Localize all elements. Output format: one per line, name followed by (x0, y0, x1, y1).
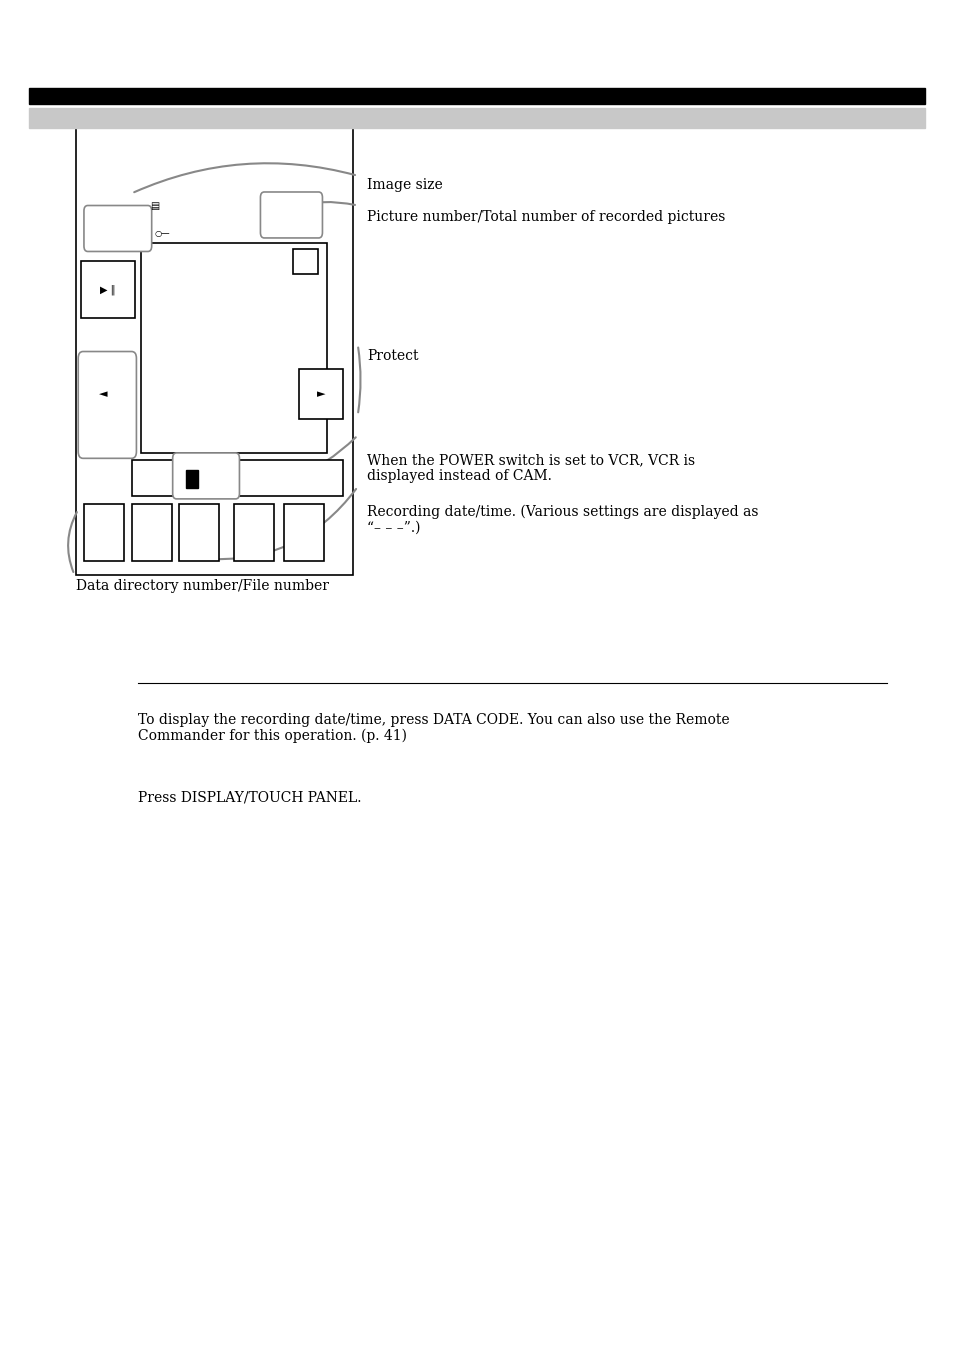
Text: ►: ► (316, 389, 325, 399)
Text: ◄: ◄ (99, 389, 108, 399)
Text: Protect: Protect (367, 349, 418, 362)
Text: When the POWER switch is set to VCR, VCR is
displayed instead of CAM.: When the POWER switch is set to VCR, VCR… (367, 453, 695, 483)
Bar (132, 504, 172, 561)
Text: ○—: ○— (154, 230, 170, 238)
FancyBboxPatch shape (78, 352, 136, 458)
Text: Picture number/Total number of recorded pictures: Picture number/Total number of recorded … (367, 210, 725, 223)
Bar (81, 369, 126, 419)
Bar (293, 249, 317, 274)
Bar (298, 369, 343, 419)
Text: Press DISPLAY/TOUCH PANEL.: Press DISPLAY/TOUCH PANEL. (138, 791, 361, 804)
Bar (84, 504, 124, 561)
Bar (233, 504, 274, 561)
Bar (132, 460, 343, 496)
Text: Image size: Image size (367, 178, 442, 192)
Text: Data directory number/File number: Data directory number/File number (76, 579, 329, 592)
Text: To display the recording date/time, press DATA CODE. You can also use the Remote: To display the recording date/time, pres… (138, 713, 729, 744)
Text: Recording date/time. (Various settings are displayed as
“– – –”.): Recording date/time. (Various settings a… (367, 504, 758, 535)
FancyBboxPatch shape (84, 206, 152, 251)
Text: ▶ ‖: ▶ ‖ (100, 284, 115, 295)
Bar (186, 470, 198, 488)
FancyBboxPatch shape (260, 192, 322, 238)
Bar (81, 261, 134, 318)
Bar (141, 243, 327, 453)
Text: ▤: ▤ (150, 200, 159, 211)
Bar (29, 108, 924, 128)
Bar (179, 504, 219, 561)
FancyBboxPatch shape (172, 453, 239, 499)
Bar (76, 128, 353, 575)
Bar (284, 504, 324, 561)
Bar (29, 88, 924, 104)
